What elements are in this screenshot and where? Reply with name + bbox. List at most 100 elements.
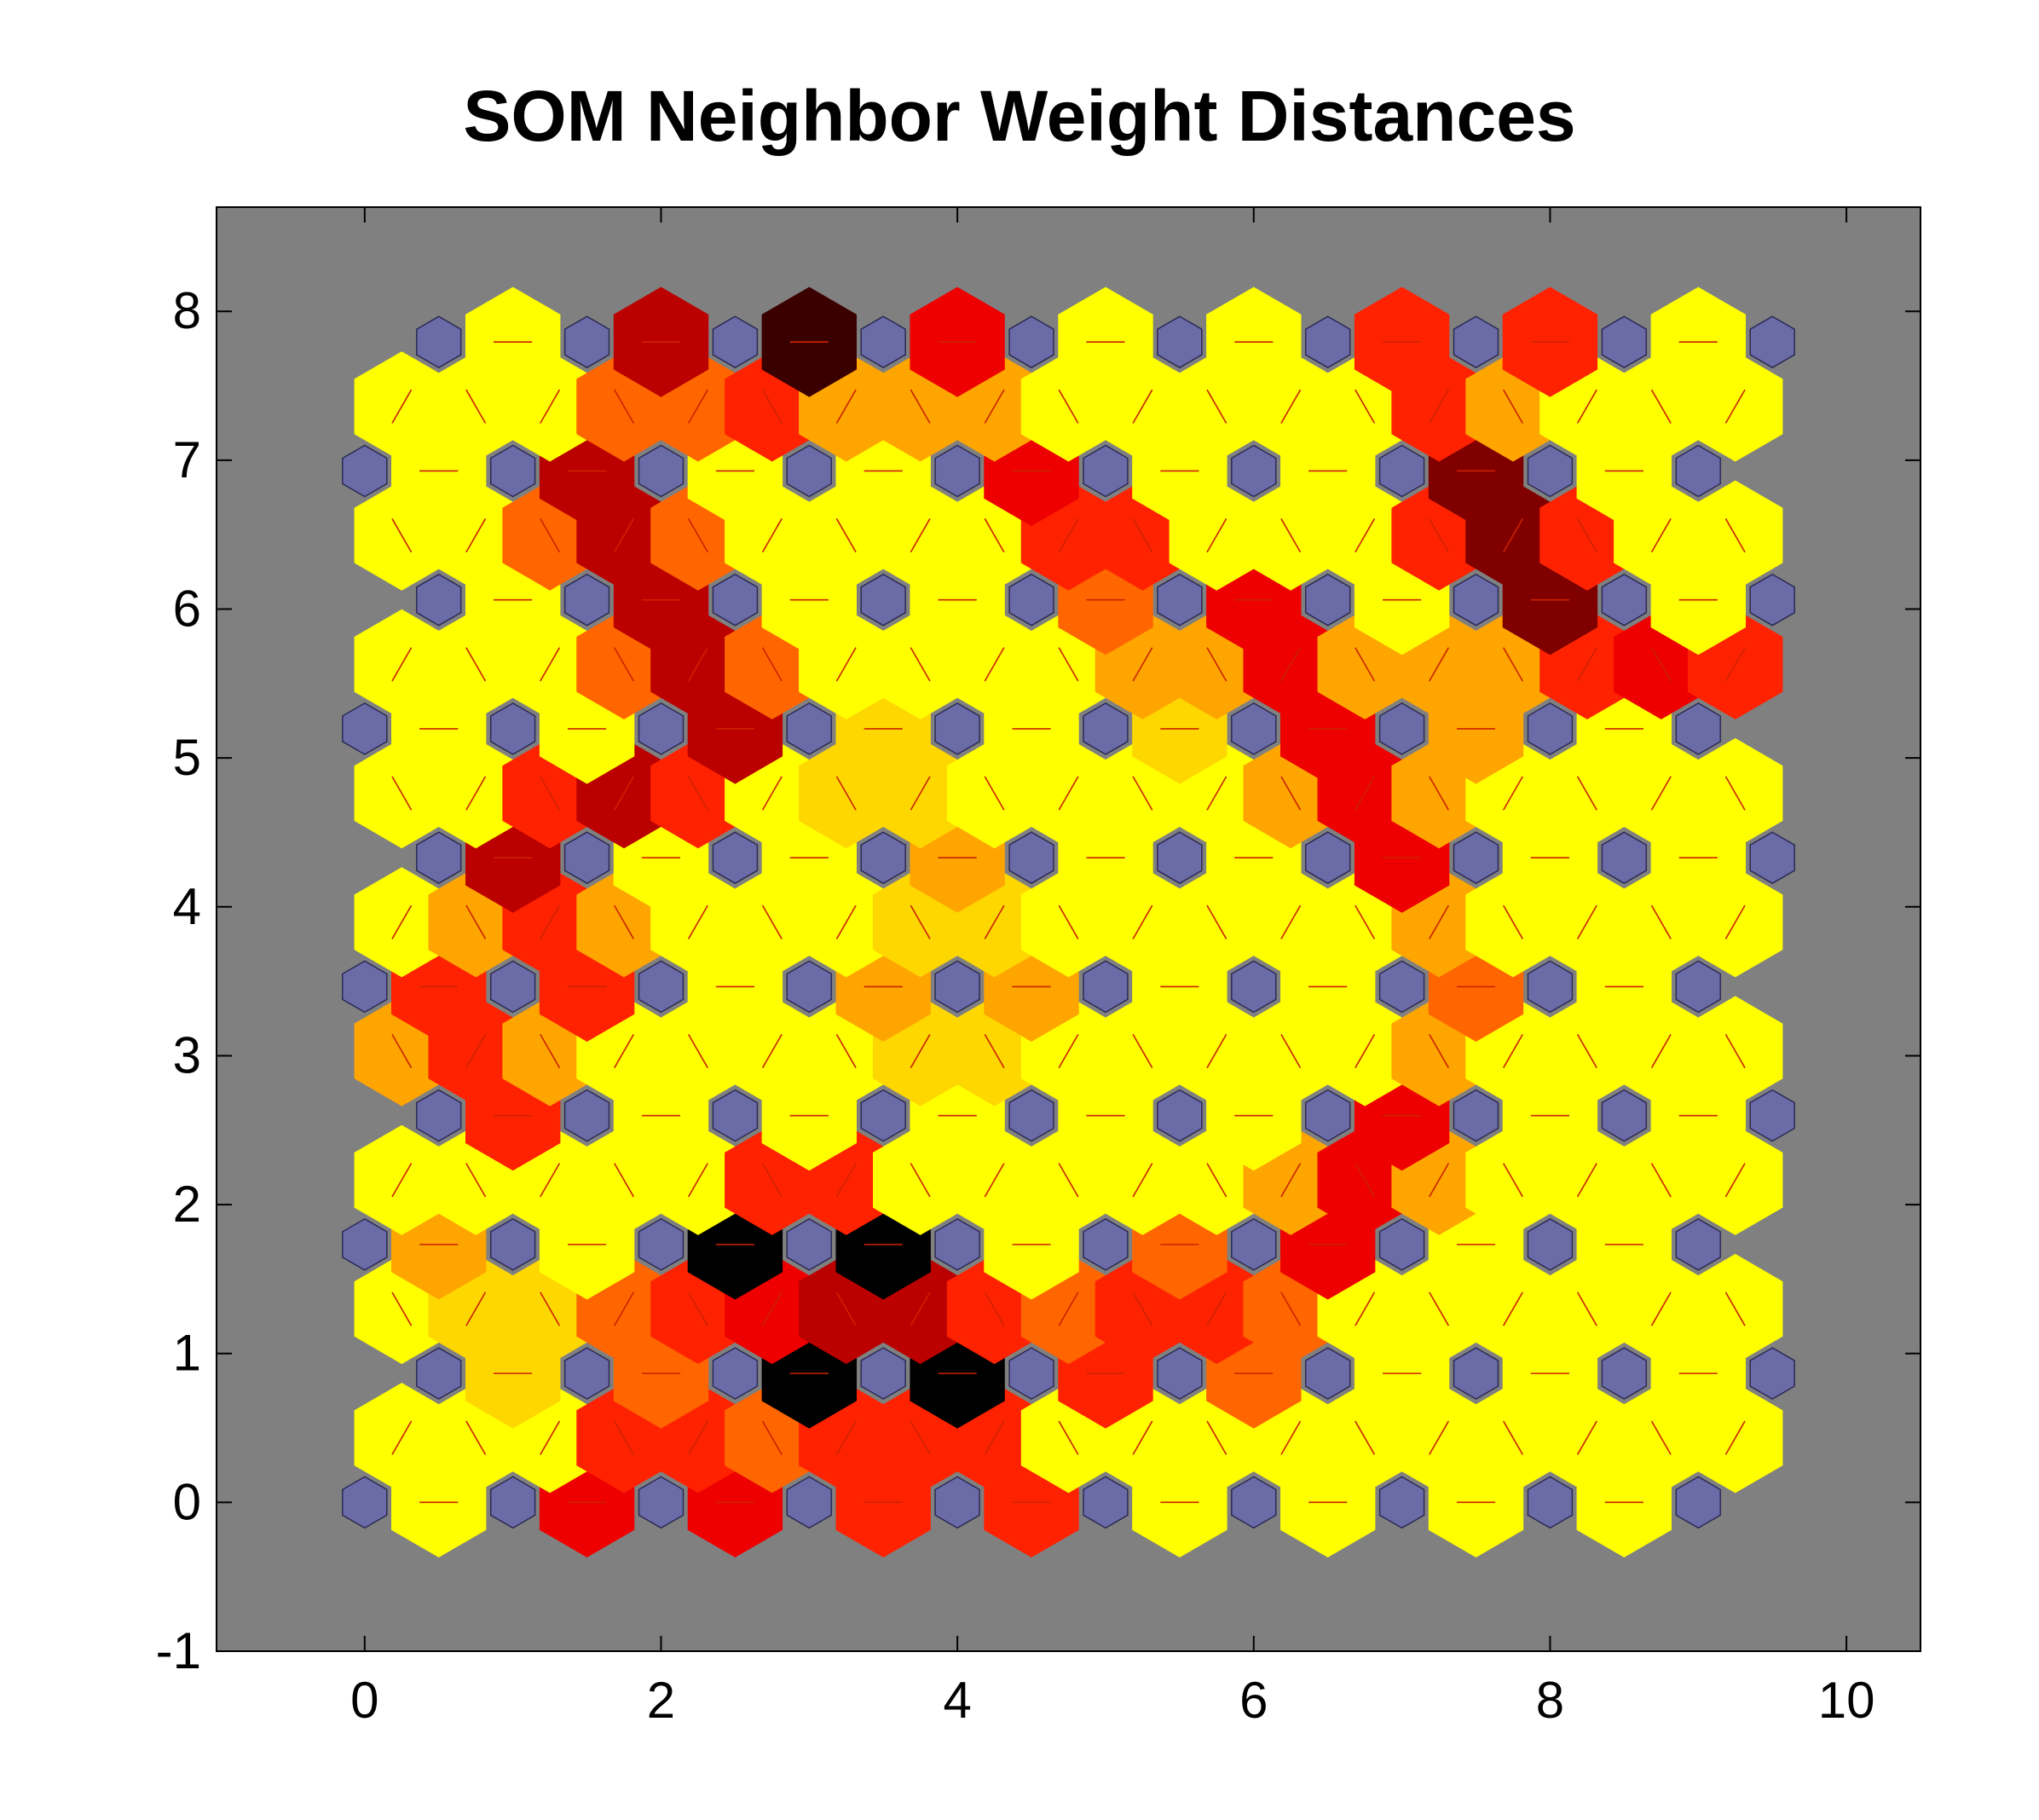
neuron xyxy=(1157,831,1203,885)
neuron xyxy=(1083,702,1129,755)
neighbor-link xyxy=(1724,1420,1746,1455)
neighbor-link xyxy=(1502,904,1523,939)
neighbor-link xyxy=(1206,1033,1227,1069)
neuron xyxy=(934,1218,980,1271)
neuron xyxy=(786,702,833,755)
y-axis-ticks: -1 0 1 2 3 4 5 6 7 8 xyxy=(156,282,1921,1679)
neighbor-link xyxy=(1206,776,1227,811)
neuron xyxy=(1083,444,1129,498)
neighbor-link xyxy=(1576,1291,1597,1326)
neuron xyxy=(934,960,980,1014)
neuron xyxy=(1527,960,1574,1014)
neighbor-link xyxy=(1724,904,1746,939)
neighbor-link xyxy=(984,904,1005,939)
neighbor-link xyxy=(835,518,857,553)
neighbor-link xyxy=(1576,1420,1597,1455)
neighbor-link xyxy=(1576,1033,1597,1069)
neighbor-link xyxy=(1650,1033,1672,1069)
neighbor-link xyxy=(1355,1033,1376,1069)
neighbor-link xyxy=(1058,1291,1079,1326)
neuron xyxy=(1008,315,1054,369)
neighbor-link xyxy=(687,389,708,424)
y-tick-label: 0 xyxy=(173,1473,201,1530)
neighbor-link xyxy=(910,1420,931,1455)
neighbor-link xyxy=(614,389,635,424)
neuron xyxy=(342,444,388,498)
neuron xyxy=(416,1089,462,1142)
neighbor-link xyxy=(1429,389,1450,424)
neighbor-link xyxy=(1650,776,1672,811)
neuron xyxy=(860,315,906,369)
neighbor-link xyxy=(1206,904,1227,939)
neighbor-link xyxy=(540,647,561,682)
neuron xyxy=(638,702,684,755)
x-tick-label: 8 xyxy=(1536,1672,1564,1729)
neighbor-link xyxy=(1058,518,1079,553)
neuron xyxy=(1601,1089,1648,1142)
neighbor-link xyxy=(1132,1033,1153,1069)
neighbor-link xyxy=(614,904,635,939)
x-tick-label: 10 xyxy=(1818,1672,1875,1729)
neighbor-link xyxy=(540,776,561,811)
x-tick-label: 6 xyxy=(1239,1672,1268,1729)
neuron xyxy=(1675,960,1721,1014)
neighbor-link xyxy=(1650,1163,1672,1198)
neighbor-link xyxy=(465,1420,487,1455)
neighbor-link xyxy=(1132,389,1153,424)
neuron xyxy=(1008,1089,1054,1142)
neighbor-link xyxy=(984,1033,1005,1069)
neighbor-link xyxy=(984,518,1005,553)
neuron xyxy=(563,1089,610,1142)
neighbor-link xyxy=(1502,1420,1523,1455)
neighbor-link xyxy=(984,389,1005,424)
plot-frame xyxy=(216,206,1921,1652)
neuron xyxy=(416,315,462,369)
chart-title: SOM Neighbor Weight Distances xyxy=(463,76,1575,156)
neuron xyxy=(1304,831,1351,885)
neighbor-link xyxy=(1132,647,1153,682)
neuron xyxy=(1231,444,1277,498)
neuron xyxy=(489,960,536,1014)
neuron xyxy=(1157,1347,1203,1400)
neighbor-link xyxy=(910,647,931,682)
neuron xyxy=(712,573,759,627)
neighbor-link xyxy=(614,647,635,682)
neighbor-link xyxy=(465,904,487,939)
neighbor-link xyxy=(1280,904,1302,939)
neuron xyxy=(786,444,833,498)
neighbor-link xyxy=(1355,389,1376,424)
neighbor-link xyxy=(1429,904,1450,939)
neuron xyxy=(1527,444,1574,498)
neighbor-link xyxy=(984,776,1005,811)
neuron xyxy=(1378,960,1425,1014)
neuron xyxy=(638,960,684,1014)
neighbor-link xyxy=(1132,1420,1153,1455)
neighbor-link xyxy=(1650,1420,1672,1455)
neuron xyxy=(416,831,462,885)
neuron xyxy=(712,315,759,369)
neighbor-link xyxy=(540,1291,561,1326)
neighbor-link xyxy=(1058,1420,1079,1455)
y-tick-label: 2 xyxy=(173,1176,201,1233)
neighbor-link xyxy=(1502,776,1523,811)
neighbor-link xyxy=(1355,647,1376,682)
neuron xyxy=(1378,702,1425,755)
x-tick-label: 0 xyxy=(350,1672,378,1729)
y-tick-label: 5 xyxy=(173,729,201,786)
neuron xyxy=(934,444,980,498)
neuron xyxy=(1749,831,1795,885)
neighbor-link xyxy=(1132,776,1153,811)
neuron xyxy=(342,960,388,1014)
neuron xyxy=(342,702,388,755)
neighbor-link xyxy=(391,389,413,424)
neuron xyxy=(1304,315,1351,369)
neuron xyxy=(489,1476,536,1529)
neighbor-link xyxy=(761,647,783,682)
neuron xyxy=(786,960,833,1014)
neighbor-link xyxy=(1355,1291,1376,1326)
neighbor-link xyxy=(1429,776,1450,811)
neighbor-link xyxy=(391,904,413,939)
neighbor-link xyxy=(1576,647,1597,682)
neighbor-link xyxy=(687,1291,708,1326)
